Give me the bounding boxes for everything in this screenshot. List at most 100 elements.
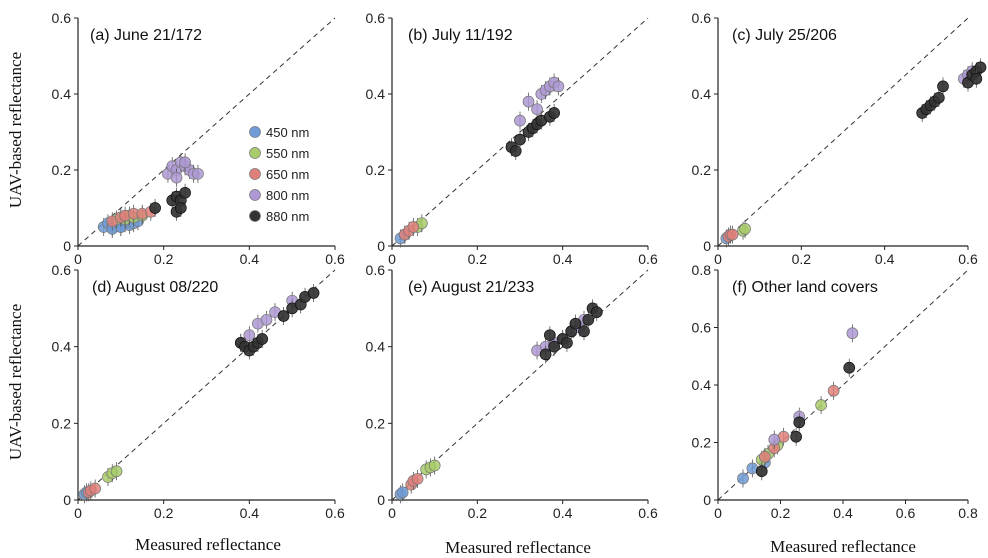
y-tick-label: 0.6 xyxy=(52,262,72,278)
y-tick-label: 0.4 xyxy=(52,339,72,355)
y-tick-label: 0.4 xyxy=(692,377,712,393)
point-880nm xyxy=(509,145,522,157)
point-880nm xyxy=(539,348,552,361)
x-tick-label: 0.6 xyxy=(638,505,658,521)
x-tick-label: 0 xyxy=(74,505,82,521)
point-880nm xyxy=(974,61,987,74)
y-tick-label: 0.6 xyxy=(52,10,72,26)
legend-label: 800 nm xyxy=(266,188,309,203)
point-880nm xyxy=(548,340,560,353)
legend-label: 450 nm xyxy=(266,125,309,140)
point-880nm xyxy=(843,361,856,374)
x-tick-label: 0.2 xyxy=(154,251,174,267)
point-550nm xyxy=(739,223,751,235)
x-tick-label: 0 xyxy=(74,251,82,267)
legend-marker xyxy=(249,168,261,180)
x-axis-title-d: Measured reflectance xyxy=(135,535,281,554)
legend-marker xyxy=(249,189,261,201)
x-tick-label: 0.2 xyxy=(468,251,488,267)
point-650nm xyxy=(411,473,424,485)
legend-label: 550 nm xyxy=(266,146,309,161)
point-880nm xyxy=(578,325,590,338)
x-tick-label: 0.2 xyxy=(468,505,488,521)
one-to-one-line xyxy=(77,17,336,247)
point-880nm xyxy=(179,186,191,199)
x-tick-label: 0.6 xyxy=(325,505,345,521)
y-tick-label: 0.2 xyxy=(692,162,712,178)
y-tick-label: 0.2 xyxy=(366,162,386,178)
point-880nm xyxy=(149,202,161,214)
x-axis-title-e: Measured reflectance xyxy=(445,538,591,557)
x-tick-label: 0.6 xyxy=(325,251,345,267)
x-tick-label: 0 xyxy=(714,251,722,267)
point-880nm xyxy=(755,465,768,478)
panel-e: 0 0.2 0.4 0.6 0 0.2 0.4 0.6 (e) August 21/233 xyxy=(366,262,658,521)
point-800nm xyxy=(522,95,535,108)
legend-label: 650 nm xyxy=(266,167,309,182)
one-to-one-line xyxy=(77,269,336,501)
y-tick-label: 0 xyxy=(703,492,711,508)
panel-title: (a) June 21/172 xyxy=(90,27,202,44)
y-tick-label: 0.6 xyxy=(366,262,386,278)
y-tick-label: 0.4 xyxy=(366,86,386,102)
point-880nm xyxy=(544,329,556,342)
y-tick-label: 0 xyxy=(703,238,711,254)
panel-title: (c) July 25/206 xyxy=(732,27,837,44)
y-tick-label: 0.6 xyxy=(692,10,712,26)
x-tick-label: 0.4 xyxy=(875,251,895,267)
panel-d: 0 0.2 0.4 0.6 0 0.2 0.4 0.6 (d) August 08/220 xyxy=(52,262,345,521)
x-tick-label: 0.4 xyxy=(553,251,573,267)
point-800nm xyxy=(260,313,273,326)
y-tick-label: 0.2 xyxy=(366,415,386,431)
point-450nm xyxy=(737,472,749,485)
y-tick-label: 0 xyxy=(63,492,71,508)
panel-title: (d) August 08/220 xyxy=(92,279,218,296)
point-800nm xyxy=(514,114,526,127)
point-550nm xyxy=(428,459,441,472)
y-tick-label: 0.4 xyxy=(366,339,386,355)
point-880nm xyxy=(932,91,945,104)
point-800nm xyxy=(531,103,543,116)
point-650nm xyxy=(89,482,101,495)
point-880nm xyxy=(277,310,290,322)
x-tick-label: 0.4 xyxy=(240,251,260,267)
point-880nm xyxy=(174,202,187,214)
point-880nm xyxy=(793,416,806,429)
x-tick-label: 0.4 xyxy=(833,505,853,521)
x-tick-label: 0 xyxy=(388,505,396,521)
point-800nm xyxy=(846,327,859,340)
point-800nm xyxy=(179,156,191,169)
panel-c: 0 0.2 0.4 0.6 0 0.2 0.4 0.6 (c) July 25/206 xyxy=(692,10,987,267)
y-tick-label: 0.4 xyxy=(692,86,712,102)
y-tick-label: 0.2 xyxy=(52,415,72,431)
y-axis-title-bottom: UAV-based reflectance xyxy=(6,304,25,460)
y-tick-label: 0.8 xyxy=(692,262,712,278)
point-550nm xyxy=(110,465,123,478)
one-to-one-line xyxy=(717,17,969,247)
x-axis-title-f: Measured reflectance xyxy=(770,537,916,556)
y-tick-label: 0.2 xyxy=(52,162,72,178)
legend: 450 nm 550 nm 650 nm 800 nm 880 nm xyxy=(249,125,309,224)
panel-title: (e) August 21/233 xyxy=(408,279,534,296)
point-650nm xyxy=(827,384,840,397)
x-tick-label: 0 xyxy=(714,505,722,521)
x-tick-label: 0.2 xyxy=(154,505,174,521)
y-tick-label: 0 xyxy=(63,238,71,254)
panel-f: 0 0.2 0.4 0.6 0.8 0 0.2 0.4 0.6 0.8 (f) Other land… xyxy=(692,262,978,521)
x-tick-label: 0.8 xyxy=(958,505,978,521)
point-880nm xyxy=(561,336,573,349)
point-800nm xyxy=(768,433,781,446)
point-800nm xyxy=(170,171,183,184)
x-tick-label: 0.6 xyxy=(958,251,978,267)
point-880nm xyxy=(590,306,603,319)
y-tick-label: 0.2 xyxy=(692,435,712,451)
legend-label: 880 nm xyxy=(266,209,309,224)
point-650nm xyxy=(759,451,771,463)
point-880nm xyxy=(256,333,269,345)
x-tick-label: 0.2 xyxy=(771,505,791,521)
y-tick-label: 0 xyxy=(377,492,385,508)
point-880nm xyxy=(790,430,802,443)
point-880nm xyxy=(514,133,526,146)
x-tick-label: 0 xyxy=(388,251,396,267)
